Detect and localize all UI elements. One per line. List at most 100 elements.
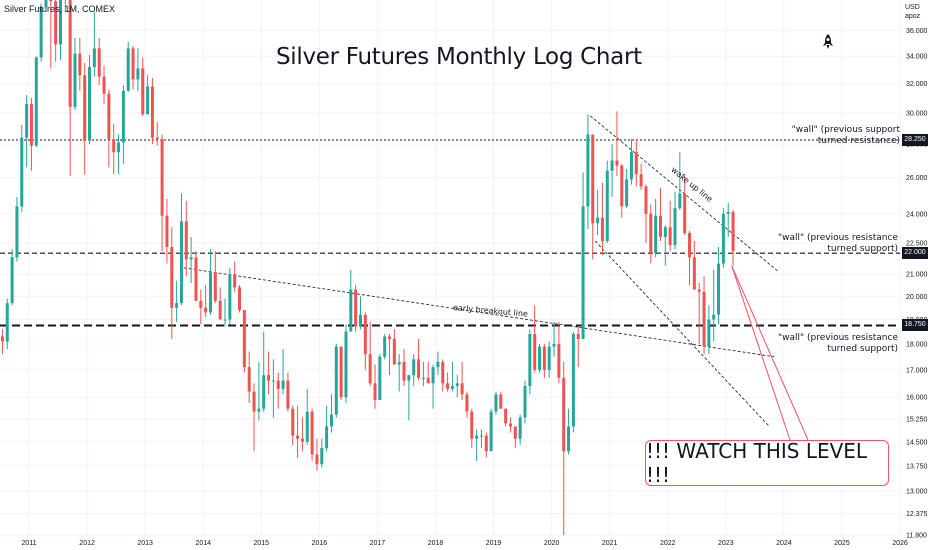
candle-body: [257, 408, 261, 412]
candle-body: [436, 361, 440, 368]
candle-body: [412, 359, 416, 376]
candle-body: [567, 426, 571, 452]
currency-unit: apoz: [905, 13, 921, 20]
grid: [0, 0, 901, 536]
candle-body: [358, 314, 362, 327]
candle-body: [238, 287, 242, 311]
price-tick-label: 26.000: [906, 175, 928, 182]
candle-body: [276, 380, 280, 389]
candle-body: [107, 93, 111, 140]
candle-body: [528, 334, 532, 387]
candle-body: [450, 386, 454, 389]
candle-body: [533, 334, 537, 370]
candle-body: [136, 68, 140, 80]
candle-body: [441, 361, 445, 384]
candle-body: [150, 86, 154, 138]
candle-body: [88, 67, 92, 141]
candle-body: [407, 375, 411, 381]
currency-label[interactable]: USD apoz: [905, 3, 920, 21]
price-tick-label: 15.250: [906, 416, 928, 423]
candle-body: [494, 394, 498, 412]
candle-body: [262, 375, 266, 409]
candle-body: [620, 165, 624, 207]
candle-body: [189, 257, 193, 260]
candle-body: [54, 1, 58, 45]
candle-body: [455, 383, 459, 387]
price-tick-label: 14.500: [906, 439, 928, 446]
time-tick-label: 2026: [892, 540, 908, 547]
candle-body: [73, 53, 77, 107]
candle-body: [692, 257, 696, 290]
time-axis[interactable]: 2011 2012 2013 2014 2015 2016 2017 2018 2019 2020…: [22, 540, 908, 547]
candle-body: [20, 137, 24, 207]
candle-body: [731, 211, 735, 252]
time-tick-label: 2020: [544, 540, 560, 547]
candle-body: [547, 346, 551, 370]
candle-body: [300, 438, 304, 442]
candle-body: [218, 300, 222, 320]
candle-body: [29, 103, 33, 146]
candle-body: [571, 334, 575, 427]
candle-body: [576, 334, 580, 339]
candle-body: [112, 139, 116, 153]
candle-body: [34, 57, 38, 146]
candle-body: [596, 217, 600, 224]
candle-body: [68, 0, 72, 107]
candle-body: [634, 152, 638, 175]
wall-annotation-middle: "wall" (previous resistance turned suppo…: [770, 233, 898, 255]
price-tick-label: 36.000: [906, 28, 928, 35]
candle-body: [233, 274, 237, 288]
candle-body: [392, 338, 396, 365]
price-axis[interactable]: 36.00034.00032.00030.00028.00026.00024.0…: [906, 28, 928, 540]
candle-body: [58, 0, 62, 45]
candle-body: [349, 289, 353, 332]
candle-body: [625, 179, 629, 207]
price-tick-label: 13.750: [906, 463, 928, 470]
candle-body: [460, 383, 464, 395]
trendline: [183, 267, 775, 358]
candle-body: [320, 448, 324, 465]
wall-annotation-top: "wall" (previous support turned resistan…: [780, 125, 900, 147]
candle-body: [542, 346, 546, 370]
price-tick-label: 22.500: [906, 241, 928, 248]
candle-body: [489, 411, 493, 452]
price-tick-label: 32.000: [906, 81, 928, 88]
candle-body: [615, 160, 619, 166]
candle-body: [228, 274, 232, 320]
candle-body: [286, 380, 290, 409]
candle-body: [92, 48, 96, 68]
candle-body: [223, 319, 227, 321]
symbol-label[interactable]: Silver Futures, 1M, COMEX: [4, 4, 116, 14]
candle-body: [184, 221, 188, 260]
candle-body: [131, 48, 135, 80]
candle-body: [499, 394, 503, 409]
candle-body: [310, 411, 314, 455]
callout-line: [731, 265, 791, 441]
candle-body: [523, 386, 527, 418]
candle-body: [383, 336, 387, 357]
candle-body: [417, 359, 421, 378]
candle-body: [610, 160, 614, 171]
time-tick-label: 2011: [22, 540, 37, 547]
wall-annotation-top-line1: "wall" (previous support: [791, 125, 900, 135]
candle-body: [242, 310, 246, 368]
candle-body: [431, 367, 435, 384]
chart-title: Silver Futures Monthly Log Chart: [276, 44, 642, 70]
candle-body: [339, 346, 343, 398]
candle-body: [446, 383, 450, 389]
wall-annotation-middle-line1: "wall" (previous resistance: [777, 233, 898, 243]
candle-body: [175, 303, 179, 308]
time-tick-label: 2025: [834, 540, 850, 547]
candle-body: [470, 411, 474, 439]
rocket-icon[interactable]: [821, 34, 835, 53]
candle-body: [83, 75, 87, 141]
candle-body: [213, 272, 217, 301]
price-level-tag: 18.750: [902, 319, 928, 332]
candle-body: [0, 336, 4, 342]
candle-body: [291, 408, 295, 436]
candle-body: [538, 346, 542, 370]
time-tick-label: 2021: [602, 540, 618, 547]
candle-body: [15, 206, 19, 258]
candle-body: [329, 414, 333, 427]
